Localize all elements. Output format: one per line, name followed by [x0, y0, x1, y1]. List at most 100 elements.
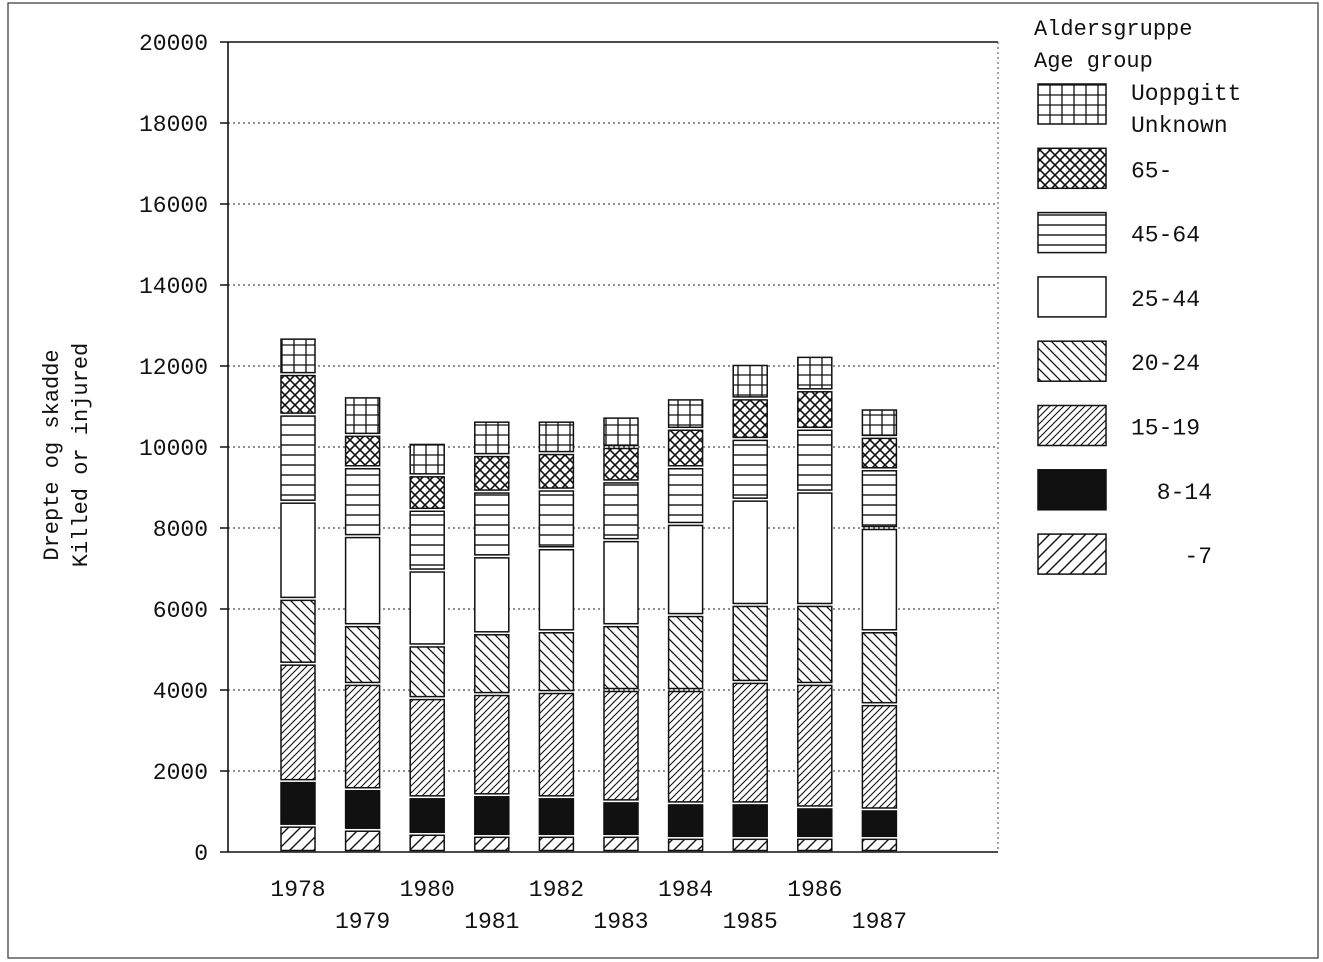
bar-segment — [474, 634, 510, 694]
axes — [220, 41, 999, 853]
x-tick-label: 1984 — [658, 877, 713, 903]
bar-segment — [344, 684, 381, 789]
bar-segment — [861, 632, 898, 704]
bar-segment — [732, 364, 768, 398]
y-tick-label: 0 — [194, 841, 208, 867]
legend-label: 8-14 — [1157, 480, 1212, 506]
bar-segment — [409, 510, 445, 570]
bar-segment — [280, 374, 316, 414]
bar-segment — [474, 455, 510, 491]
bar-segment — [667, 468, 704, 524]
bar-segment — [603, 417, 639, 447]
bar-segment — [732, 500, 768, 605]
legend-swatch — [1037, 533, 1107, 575]
y-tick-label: 16000 — [139, 193, 208, 219]
bar-segment — [797, 605, 833, 684]
legend-swatch — [1037, 404, 1107, 447]
bar-segment — [474, 836, 510, 852]
x-tick-label: 1983 — [593, 909, 648, 935]
bar-segment — [797, 391, 833, 429]
bar-segment — [538, 421, 575, 453]
y-tick-label: 14000 — [139, 274, 208, 300]
bar-segment — [344, 397, 381, 435]
bar-segment — [603, 482, 639, 540]
y-tick-label: 10000 — [139, 436, 208, 462]
bar-segment — [861, 810, 898, 838]
bar-segment — [280, 781, 316, 825]
legend-swatch — [1037, 147, 1107, 190]
bars — [280, 338, 898, 852]
bar-segment — [732, 439, 768, 499]
bar-segment — [344, 789, 381, 829]
x-tick-label: 1981 — [464, 909, 519, 935]
bar-segment — [538, 490, 575, 548]
bar-segment — [474, 421, 510, 455]
legend-label: -7 — [1184, 544, 1212, 570]
bar-segment — [538, 549, 575, 631]
bar-segment — [797, 838, 833, 852]
bar-segment — [603, 690, 639, 801]
y-axis-label-line2: Killed or injured — [69, 343, 94, 567]
y-tick-label: 20000 — [139, 31, 208, 57]
bar-segment — [538, 453, 575, 489]
y-tick-label: 8000 — [153, 517, 208, 543]
bar-segment — [603, 625, 639, 690]
bar-segment — [409, 834, 445, 852]
bar-segment — [667, 838, 704, 852]
bar-segment — [344, 830, 381, 852]
bar-segment — [861, 528, 898, 631]
bar-segment — [474, 492, 510, 556]
legend-label: 15-19 — [1131, 416, 1200, 442]
bar-segment — [280, 599, 316, 663]
bar-segment — [732, 605, 768, 682]
bar-segment — [538, 692, 575, 797]
legend-label: Unknown — [1131, 113, 1228, 139]
bar-segment — [797, 356, 833, 390]
y-tick-label: 2000 — [153, 760, 208, 786]
legend-swatch — [1037, 340, 1107, 382]
bar-segment — [797, 808, 833, 838]
x-tick-label: 1986 — [787, 877, 842, 903]
bar-segment — [280, 502, 316, 599]
x-tick-label: 1979 — [335, 909, 390, 935]
y-axis-label-line1: Drepte og skadde — [40, 349, 65, 560]
bar-segment — [732, 838, 768, 852]
bar-segment — [538, 798, 575, 836]
bar-segment — [603, 540, 639, 625]
bar-segment — [409, 443, 445, 475]
bar-segment — [797, 429, 833, 491]
bar-segment — [861, 437, 898, 469]
legend-label: 65- — [1131, 158, 1172, 184]
bar-segment — [344, 625, 381, 684]
bar-segment — [280, 826, 316, 852]
x-tick-label: 1978 — [270, 877, 325, 903]
bar-segment — [603, 836, 639, 852]
bar-segment — [474, 796, 510, 836]
bar-segment — [280, 664, 316, 781]
bar-segment — [409, 798, 445, 834]
bar-segment — [861, 470, 898, 528]
bar-segment — [667, 399, 704, 429]
legend-label: Uoppgitt — [1131, 81, 1241, 107]
bar-segment — [344, 435, 381, 467]
bar-segment — [474, 694, 510, 795]
legend-swatch — [1037, 83, 1107, 125]
bar-segment — [474, 557, 510, 633]
y-tick-label: 18000 — [139, 112, 208, 138]
bar-segment — [280, 415, 316, 501]
bar-segment — [344, 536, 381, 625]
tick-labels: 0 2000 4000 6000 8000 10000 12000 14000 16000 180… — [139, 31, 907, 935]
bar-segment — [538, 632, 575, 692]
bar-segment — [861, 838, 898, 852]
bar-segment — [732, 682, 768, 803]
bar-segment — [732, 804, 768, 838]
outer-frame — [7, 2, 1319, 959]
bar-segment — [667, 524, 704, 615]
y-tick-label: 4000 — [153, 679, 208, 705]
bar-segment — [409, 476, 445, 510]
bar-segment — [667, 690, 704, 803]
bar-segment — [280, 338, 316, 374]
bar-segment — [538, 836, 575, 852]
bar-segment — [409, 698, 445, 797]
y-tick-label: 12000 — [139, 355, 208, 381]
